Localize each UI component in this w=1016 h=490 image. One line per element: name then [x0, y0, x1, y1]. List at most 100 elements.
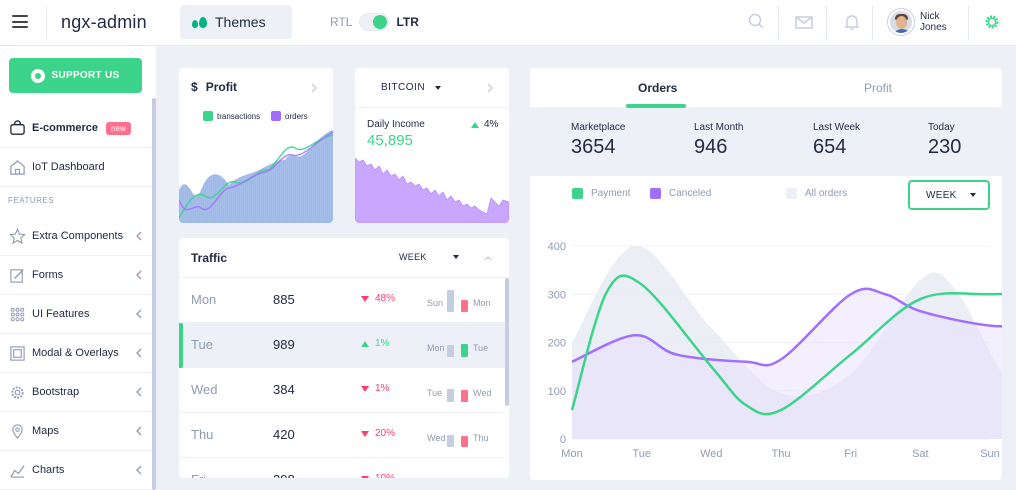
traffic-period-select[interactable]: WEEK	[399, 252, 459, 262]
y-tick-label: 300	[548, 289, 566, 301]
search-icon[interactable]	[747, 12, 767, 32]
sidebar-item-ui-features[interactable]: UI Features	[0, 295, 152, 334]
traffic-cur-bar	[461, 300, 468, 312]
x-tick-label: Thu	[772, 448, 791, 460]
new-badge: new	[106, 121, 131, 135]
sidebar-item-label: Charts	[32, 464, 65, 476]
table-row[interactable]: Wed 384 1% Tue Wed	[179, 368, 505, 413]
sidebar: SUPPORT US E-commerce new IoT Dashboard …	[0, 46, 156, 490]
sidebar-item-label: Extra Components	[32, 230, 124, 242]
profit-card[interactable]: $ Profit transactions orders	[179, 68, 333, 223]
map-icon	[12, 423, 23, 439]
header-divider	[872, 6, 873, 40]
tab-profit[interactable]: Profit	[864, 81, 893, 95]
traffic-cur-day: Thu	[473, 433, 489, 443]
sidebar-item-extra-components[interactable]: Extra Components	[0, 217, 152, 256]
droplet-icon	[192, 16, 207, 28]
caret-down-icon	[970, 193, 976, 197]
avatar[interactable]	[888, 9, 914, 35]
header-divider	[826, 6, 827, 40]
user-name: Nick Jones	[920, 11, 947, 33]
traffic-delta: 10%	[361, 473, 395, 478]
table-row[interactable]: Tue 989 1% Mon Tue	[179, 323, 505, 368]
traffic-cur-day: Tue	[473, 343, 489, 353]
sidebar-item-label: UI Features	[32, 308, 90, 320]
sidebar-item-modal-overlays[interactable]: Modal & Overlays	[0, 334, 152, 373]
traffic-cur-bar	[461, 390, 468, 402]
stat-last-week: Last Week 654	[813, 122, 861, 158]
traffic-scrollbar[interactable]	[505, 278, 509, 406]
sidebar-scrollbar[interactable]	[152, 98, 156, 490]
support-label: SUPPORT US	[51, 70, 120, 81]
payment-line	[570, 274, 1002, 416]
traffic-cur-day: Wed	[473, 388, 492, 398]
profit-title: Profit	[205, 80, 238, 94]
edit-icon	[10, 268, 24, 283]
daily-income-change: 4%	[471, 119, 498, 130]
menu-toggle-icon[interactable]	[12, 15, 28, 28]
y-tick-label: 400	[548, 241, 566, 253]
themes-button[interactable]: Themes	[180, 5, 292, 39]
legend-canceled: Canceled	[650, 188, 711, 199]
chevron-right-icon[interactable]	[485, 82, 495, 94]
app-brand[interactable]: ngx-admin	[46, 6, 147, 40]
themes-label: Themes	[215, 14, 266, 30]
traffic-delta: 20%	[361, 428, 395, 439]
home-icon	[10, 159, 25, 175]
legend-orders: orders	[271, 111, 308, 121]
support-us-button[interactable]: SUPPORT US	[9, 58, 142, 93]
profit-chart	[179, 130, 333, 223]
direction-toggle[interactable]	[359, 13, 390, 31]
traffic-prev-bar	[447, 389, 454, 402]
orders-card: Orders Profit Marketplace 3654 Last Month…	[530, 68, 1002, 480]
sidebar-item-bootstrap[interactable]: Bootstrap	[0, 373, 152, 412]
table-row[interactable]: Fri 398 10%	[179, 458, 505, 478]
bitcoin-card[interactable]: BITCOIN Daily Income 45,895 4%	[355, 68, 509, 223]
traffic-day: Wed	[191, 382, 218, 397]
sidebar-item-label: IoT Dashboard	[32, 161, 105, 173]
sidebar-item-e-commerce[interactable]: E-commerce new	[0, 109, 152, 148]
direction-switch[interactable]: RTL LTR	[330, 13, 419, 31]
traffic-prev-bar	[447, 290, 454, 312]
chevron-left-icon	[136, 270, 142, 280]
traffic-value: 420	[273, 427, 295, 442]
traffic-value: 398	[273, 472, 295, 478]
stat-last-month: Last Month 946	[694, 122, 744, 158]
chevron-left-icon	[136, 387, 142, 397]
traffic-prev-day: Sun	[427, 298, 444, 308]
sidebar-item-forms[interactable]: Forms	[0, 256, 152, 295]
traffic-prev-day: Wed	[427, 433, 446, 443]
chevron-right-icon[interactable]	[309, 82, 319, 94]
sidebar-item-label: Maps	[32, 425, 59, 437]
sidebar-item-label: Bootstrap	[32, 386, 80, 398]
currency-select[interactable]: BITCOIN	[381, 82, 442, 93]
x-tick-label: Sat	[912, 448, 929, 460]
gear-icon	[11, 385, 24, 399]
arrow-up-icon	[361, 340, 369, 347]
arrow-down-icon	[361, 475, 369, 478]
table-row[interactable]: Mon 885 48% Sun Mon	[179, 278, 505, 323]
bell-icon[interactable]	[842, 12, 862, 32]
daily-income-chart	[355, 157, 509, 223]
x-tick-label: Wed	[700, 448, 722, 460]
settings-gear-icon[interactable]	[983, 13, 1001, 31]
user-menu[interactable]: Nick Jones	[888, 9, 947, 35]
mail-icon[interactable]	[794, 12, 814, 32]
table-row[interactable]: Thu 420 20% Wed Thu	[179, 413, 505, 458]
orders-period-select[interactable]: WEEK	[908, 180, 990, 210]
traffic-cur-day: Mon	[473, 298, 491, 308]
stat-marketplace: Marketplace 3654	[571, 122, 626, 158]
sidebar-item-iot-dashboard[interactable]: IoT Dashboard	[0, 148, 152, 187]
shopping-cart-icon	[10, 119, 25, 135]
daily-income-value: 45,895	[367, 132, 413, 149]
sidebar-item-maps[interactable]: Maps	[0, 412, 152, 451]
sidebar-item-charts[interactable]: Charts	[0, 451, 152, 490]
chevron-up-icon[interactable]	[483, 253, 493, 263]
traffic-value: 384	[273, 382, 295, 397]
chevron-left-icon	[136, 309, 142, 319]
traffic-prev-day: Tue	[427, 388, 443, 398]
traffic-cur-bar	[461, 344, 468, 357]
header-divider	[778, 6, 779, 40]
traffic-day: Thu	[191, 427, 214, 442]
tab-orders[interactable]: Orders	[638, 81, 678, 95]
